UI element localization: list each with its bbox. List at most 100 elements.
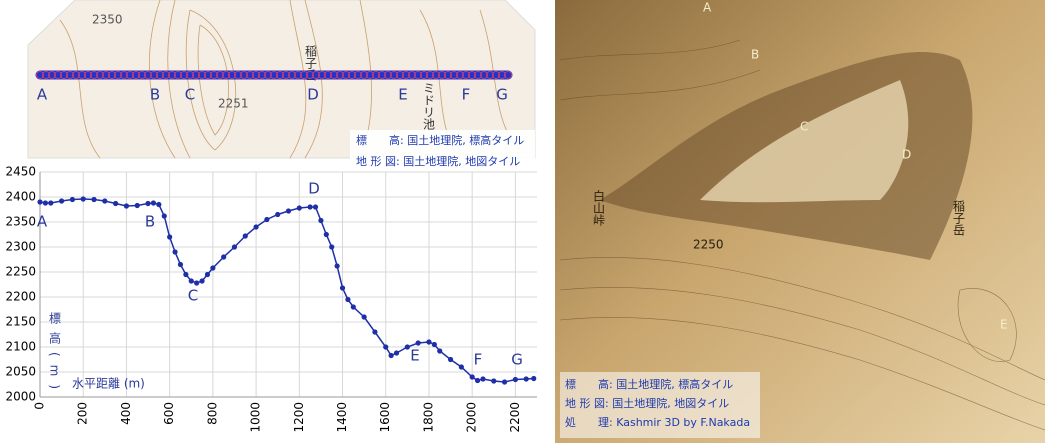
profile-point (312, 204, 319, 210)
x-tick-label: 1400 (335, 402, 349, 433)
profile-point (204, 271, 211, 278)
y-tick-label: 2100 (5, 340, 36, 354)
profile-point (264, 216, 270, 223)
track-dot (378, 71, 386, 79)
track-dot (324, 71, 332, 79)
track-dot (312, 71, 320, 79)
track-dot (108, 71, 116, 79)
track-dot (204, 71, 212, 79)
profile-point (307, 204, 313, 210)
point-label: C (188, 287, 198, 305)
track-dot (270, 71, 278, 79)
map-label: 2350 (92, 13, 123, 27)
credit: 標 高: 国土地理院, 標高タイル (356, 133, 524, 147)
point-label: D (308, 180, 320, 198)
x-tick-label: 800 (205, 402, 219, 425)
track-dot (384, 71, 392, 79)
profile-point (501, 379, 508, 385)
track-dot (144, 71, 152, 79)
track-dot (126, 71, 134, 79)
track-dot (48, 71, 56, 79)
profile-point (404, 344, 410, 350)
profile-point (123, 203, 130, 209)
profile-point (183, 271, 189, 278)
track-dot (492, 71, 500, 79)
track-dot (408, 71, 416, 79)
terrain-label: 白山峠 (592, 189, 606, 226)
credit: 地 形 図: 国土地理院, 地図タイル (356, 154, 520, 168)
track-dot (84, 71, 92, 79)
profile-point (469, 374, 475, 380)
terrain-label: B (751, 48, 759, 62)
point-label: F (474, 351, 483, 369)
x-tick-label: 1800 (421, 402, 435, 433)
profile-point (91, 196, 97, 203)
track-dot (426, 71, 434, 79)
track-dot (174, 71, 182, 79)
profile-point (334, 263, 340, 269)
map-point-label: F (462, 86, 471, 104)
profile-point (231, 244, 238, 250)
profile-point (480, 376, 486, 382)
profile-point (318, 217, 324, 224)
y-tick-label: 2200 (5, 290, 36, 304)
track-dot (222, 71, 230, 79)
profile-point (431, 341, 437, 348)
profile-point (491, 378, 497, 384)
x-tick-label: 0 (33, 402, 47, 410)
profile-point (372, 329, 378, 335)
track-dot (444, 71, 452, 79)
terrain-contours (559, 39, 1045, 431)
point-label: G (511, 351, 523, 369)
track-dot (354, 71, 362, 79)
profile-point (285, 208, 292, 214)
track-dot (294, 71, 302, 79)
track-dot (252, 71, 260, 79)
x-tick-label: 1000 (249, 402, 263, 433)
profile-point (188, 278, 194, 284)
profile-point (150, 200, 157, 206)
profile-line (39, 198, 534, 383)
profile-point (383, 344, 389, 350)
terrain-label: 稲子岳 (952, 200, 966, 236)
profile-point (145, 200, 151, 207)
profile-point (59, 198, 65, 204)
track-dot (240, 71, 248, 79)
map-point-label: A (37, 86, 48, 104)
credit-box (560, 372, 760, 438)
track-dot (42, 71, 50, 79)
track-dot (282, 71, 290, 79)
terrain-label: A (703, 1, 712, 15)
track-dot (432, 71, 440, 79)
track-dot (138, 71, 146, 79)
point-label: A (37, 213, 48, 231)
track-dot (102, 71, 110, 79)
track-dot (132, 71, 140, 79)
track-dot (438, 71, 446, 79)
profile-point (221, 254, 227, 260)
profile-point (69, 196, 76, 203)
x-tick-label: 1600 (378, 402, 392, 433)
profile-point (474, 377, 481, 384)
terrain-label: E (1000, 318, 1008, 332)
track-dot (114, 71, 122, 79)
point-label: E (410, 347, 419, 365)
profile-point (194, 280, 200, 286)
profile-point (161, 213, 167, 219)
profile-point (113, 200, 119, 207)
x-tick-label: 1200 (292, 402, 306, 433)
profile-point (361, 314, 367, 320)
x-tick-label: 2000 (465, 402, 479, 433)
track-dot (60, 71, 68, 79)
profile-point (102, 198, 108, 204)
profile-point (80, 196, 86, 202)
map-point-label: E (398, 86, 407, 104)
track-dot (36, 71, 44, 79)
profile-point (426, 339, 432, 345)
y-tick-label: 2050 (5, 365, 36, 379)
track-dot (120, 71, 128, 79)
profile-point (339, 285, 346, 291)
x-axis-label: 水平距離 (m) (72, 377, 145, 391)
track-dot (228, 71, 236, 79)
profile-point (447, 356, 454, 363)
